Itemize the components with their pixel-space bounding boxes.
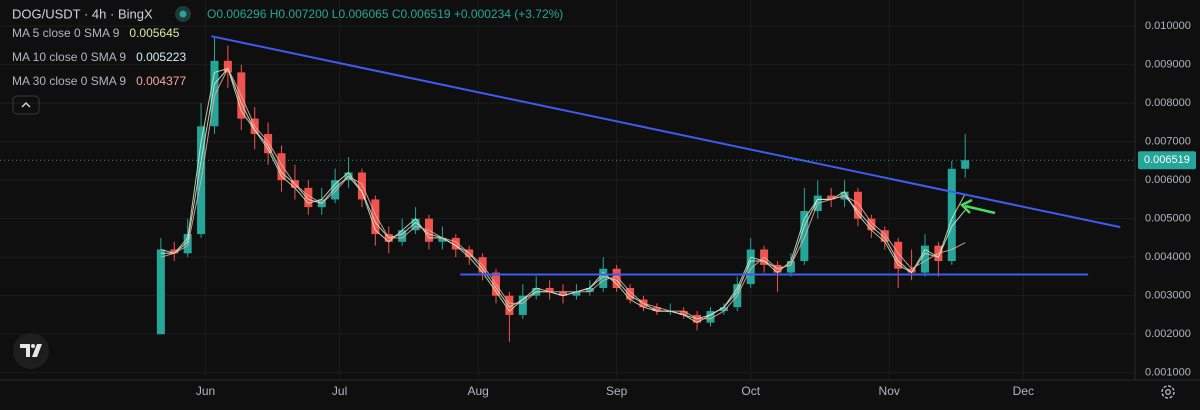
candle-body bbox=[746, 249, 755, 285]
collapse-button[interactable] bbox=[12, 95, 40, 115]
candle-body bbox=[572, 291, 581, 296]
y-tick-label: 0.005000 bbox=[1145, 213, 1191, 225]
candle-body bbox=[518, 295, 527, 315]
x-tick-label: Jun bbox=[196, 384, 215, 398]
trend-line bbox=[211, 35, 1121, 229]
y-tick-label: 0.010000 bbox=[1145, 20, 1191, 32]
candle-body bbox=[894, 241, 903, 269]
collapse-icon bbox=[21, 101, 31, 108]
last-price-box bbox=[1138, 151, 1196, 170]
candle-body bbox=[679, 311, 688, 315]
settings-button[interactable] bbox=[1161, 385, 1175, 399]
y-tick-label: 0.001000 bbox=[1145, 367, 1191, 379]
legend-label: MA 30 close 0 SMA 9 bbox=[12, 74, 126, 88]
candle-body bbox=[827, 195, 836, 200]
legend-value: 0.005645 bbox=[129, 26, 179, 40]
x-tick-label: Sep bbox=[606, 384, 628, 398]
y-tick-label: 0.004000 bbox=[1145, 251, 1191, 263]
candle-body bbox=[545, 287, 554, 292]
legend-label: MA 5 close 0 SMA 9 bbox=[12, 26, 120, 40]
legend-value: 0.005223 bbox=[136, 50, 186, 64]
candle-body bbox=[626, 287, 635, 300]
legend-label: MA 10 close 0 SMA 9 bbox=[12, 50, 126, 64]
logo bbox=[13, 333, 49, 369]
candle-body bbox=[304, 187, 313, 208]
status-dot bbox=[179, 10, 187, 18]
candle-body bbox=[786, 261, 795, 273]
grid bbox=[0, 0, 1135, 380]
candle-body bbox=[277, 153, 286, 181]
candle-body bbox=[907, 268, 916, 273]
candle-body bbox=[264, 133, 273, 154]
candle-body bbox=[880, 230, 889, 242]
y-tick-label: 0.008000 bbox=[1145, 97, 1191, 109]
x-tick-label: Nov bbox=[879, 384, 900, 398]
y-tick-label: 0.006000 bbox=[1145, 174, 1191, 186]
last-price-label: 0.006519 bbox=[1144, 154, 1190, 166]
symbol-title: DOG/USDT · 4h · BingX bbox=[12, 6, 153, 21]
ohlc-readout: O0.006296 H0.007200 L0.006065 C0.006519 … bbox=[207, 7, 563, 21]
plot-area bbox=[0, 35, 1135, 342]
candle-body bbox=[170, 249, 179, 254]
candle-body bbox=[652, 307, 661, 312]
legend-value: 0.004377 bbox=[136, 74, 186, 88]
x-tick-label: Aug bbox=[467, 384, 488, 398]
x-tick-label: Dec bbox=[1013, 384, 1034, 398]
y-tick-label: 0.003000 bbox=[1145, 290, 1191, 302]
candle-body bbox=[210, 60, 219, 127]
candle-body bbox=[559, 291, 568, 296]
candle-body bbox=[961, 160, 970, 169]
y-tick-label: 0.007000 bbox=[1145, 136, 1191, 148]
candle-body bbox=[706, 311, 715, 323]
candle-body bbox=[585, 287, 594, 292]
candle-body bbox=[920, 245, 929, 273]
annotation-arrow bbox=[959, 198, 996, 215]
candle-body bbox=[719, 307, 728, 312]
x-tick-label: Oct bbox=[741, 384, 760, 398]
candle-body bbox=[947, 168, 956, 262]
candle-body bbox=[398, 230, 407, 242]
candle-body bbox=[371, 199, 380, 235]
y-tick-label: 0.009000 bbox=[1145, 59, 1191, 71]
candle-body bbox=[156, 249, 165, 335]
candle-body bbox=[331, 180, 340, 200]
y-tick-label: 0.002000 bbox=[1145, 328, 1191, 340]
candle-body bbox=[357, 172, 366, 200]
candle-body bbox=[505, 295, 514, 315]
ma-line bbox=[160, 67, 966, 320]
candle-body bbox=[867, 218, 876, 231]
candle-body bbox=[853, 191, 862, 219]
candle-body bbox=[800, 210, 809, 262]
candle-body bbox=[438, 237, 447, 242]
candle-body bbox=[599, 268, 608, 288]
candle-body bbox=[223, 60, 232, 73]
x-tick-label: Jul bbox=[332, 384, 347, 398]
candle-body bbox=[451, 237, 460, 250]
candle-body bbox=[612, 268, 621, 288]
candle-body bbox=[411, 218, 420, 231]
